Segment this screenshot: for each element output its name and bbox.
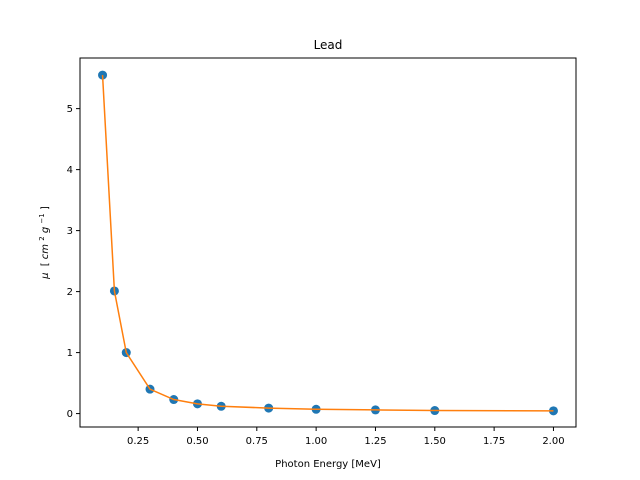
y-label-cm-exponent: 2 (38, 236, 46, 240)
plot-frame (79, 57, 577, 428)
y-tick-label: 5 (67, 104, 73, 115)
x-tick-label: 0.75 (246, 436, 268, 447)
x-tick-label: 1.75 (483, 436, 505, 447)
y-tick-label: 0 (67, 409, 73, 420)
x-tick-label: 1.25 (364, 436, 386, 447)
y-label-g: g (40, 227, 51, 233)
x-tick-label: 0.25 (127, 436, 149, 447)
y-label-open-bracket: [ (40, 262, 51, 266)
y-tick-label: 2 (67, 287, 73, 298)
data-point (548, 406, 558, 416)
x-tick-label: 1.00 (305, 436, 327, 447)
data-point (98, 70, 108, 80)
y-label-close-bracket: ] (40, 206, 51, 210)
x-tick-label: 1.50 (424, 436, 446, 447)
chart-title: Lead (314, 38, 343, 52)
x-tick-label: 2.00 (542, 436, 564, 447)
y-label-g-exponent: −1 (38, 213, 46, 223)
x-axis-label: Photon Energy [MeV] (275, 459, 381, 470)
y-tick-label: 3 (67, 226, 73, 237)
y-axis-label: μ [ cm 2 g −1 ] (36, 206, 51, 280)
x-tick-label: 0.50 (186, 436, 208, 447)
plot-marks (98, 70, 558, 416)
y-axis-ticks: 0 1 2 3 4 5 (67, 104, 80, 420)
x-axis-ticks: 0.25 0.50 0.75 1.00 1.25 1.50 1.75 2.00 (127, 427, 565, 447)
y-label-mu: μ (40, 272, 51, 279)
y-label-cm: cm (40, 244, 51, 259)
fit-line (101, 75, 554, 412)
y-tick-label: 1 (67, 348, 73, 359)
y-tick-label: 4 (67, 165, 73, 176)
